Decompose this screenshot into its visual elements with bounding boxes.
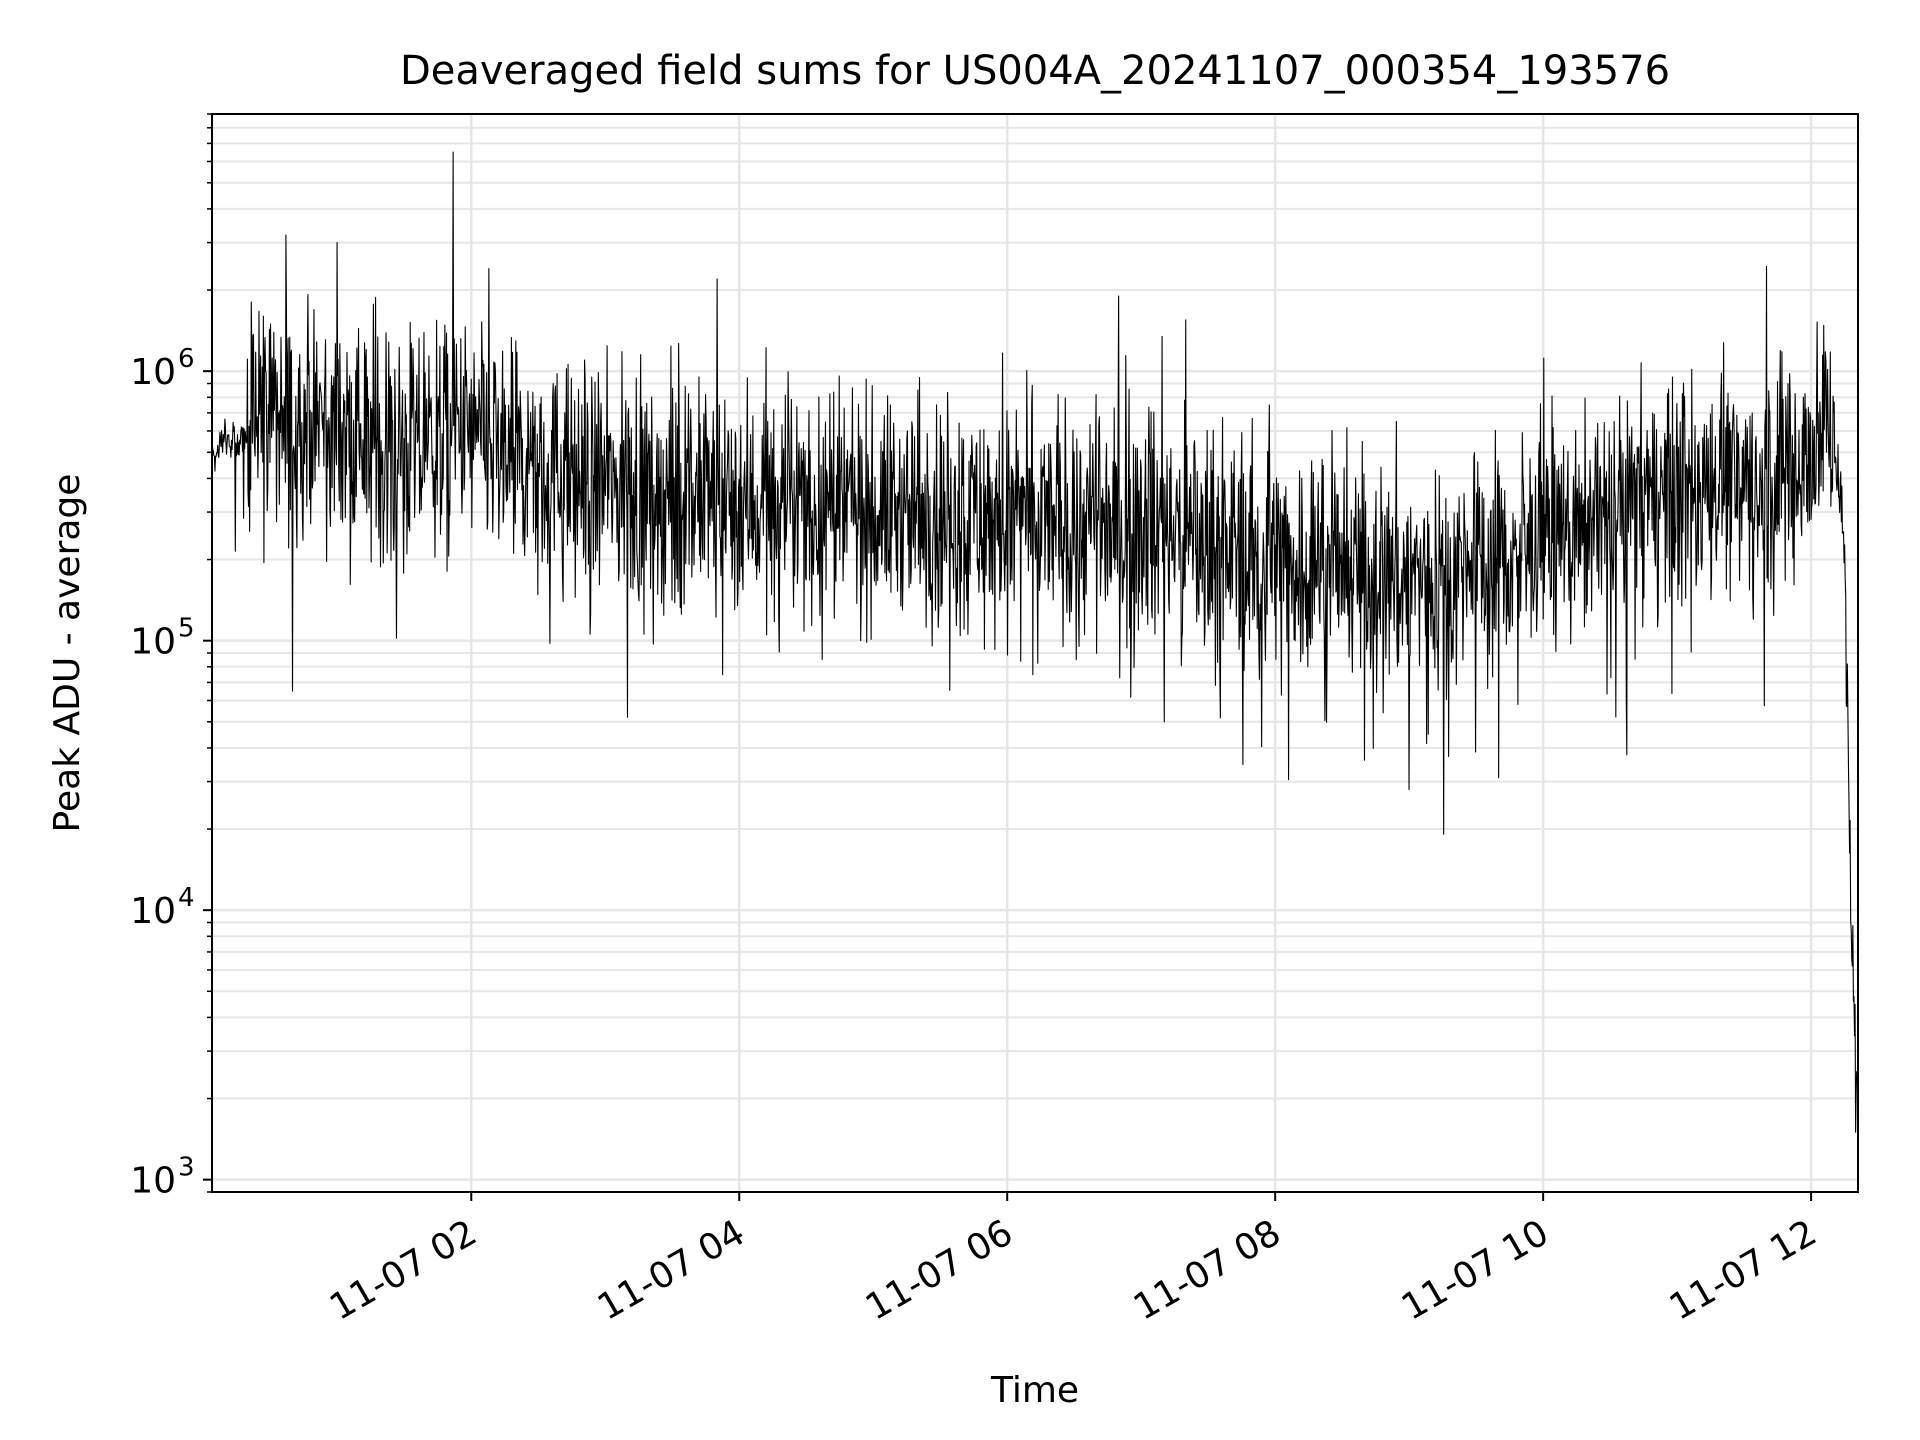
y-tick-exponent: 4: [178, 883, 195, 913]
chart-title: Deaveraged field sums for US004A_2024110…: [400, 48, 1670, 94]
y-tick-exponent: 6: [178, 344, 195, 374]
series-line: [211, 151, 1859, 1133]
y-tick-label: 10: [130, 622, 176, 663]
x-axis-label: Time: [990, 1370, 1079, 1411]
grid-major: [212, 114, 1858, 1192]
y-tick-label: 10: [130, 1161, 176, 1202]
series-layer: [211, 151, 1859, 1133]
y-tick-label: 10: [130, 352, 176, 393]
y-axis-label: Peak ADU - average: [47, 474, 88, 833]
y-tick-label: 10: [130, 891, 176, 932]
y-tick-exponent: 5: [178, 614, 195, 644]
y-tick-exponent: 3: [178, 1153, 195, 1183]
